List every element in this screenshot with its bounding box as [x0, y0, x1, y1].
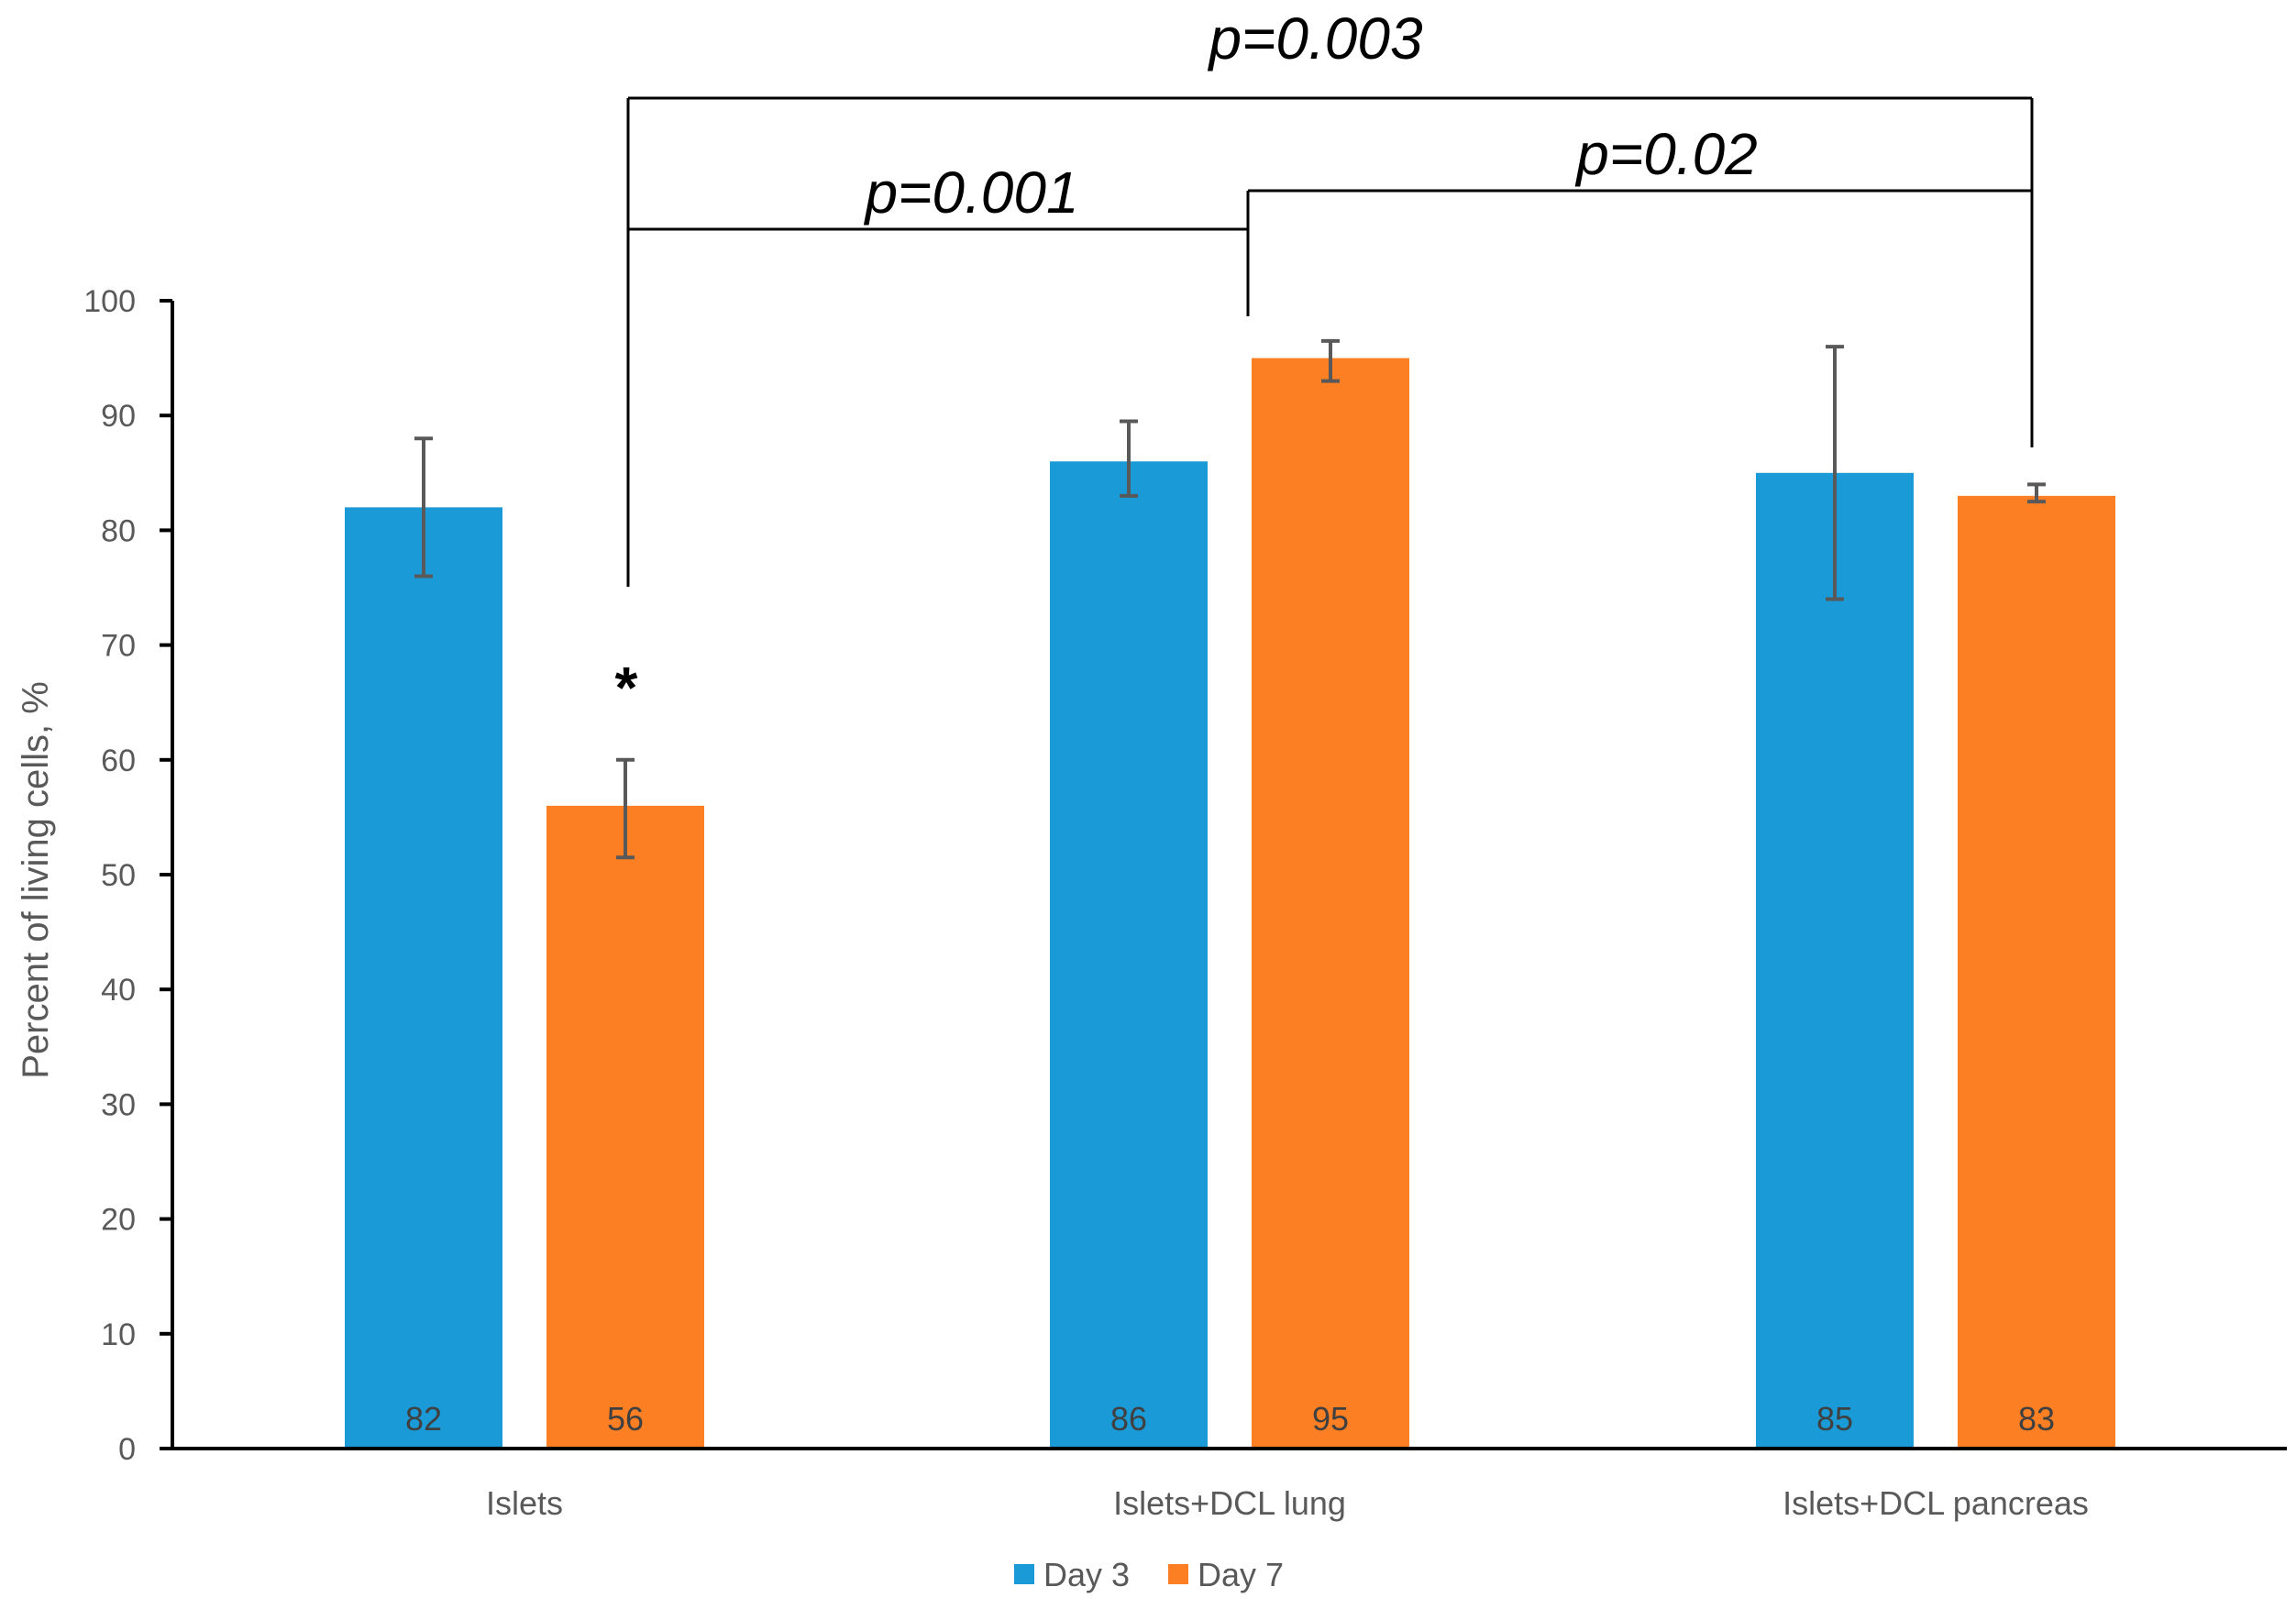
legend-swatch-day7 — [1168, 1564, 1188, 1584]
data-label: 95 — [1312, 1400, 1349, 1438]
y-tick-label: 90 — [101, 399, 136, 434]
error-bars-layer — [414, 338, 2046, 860]
bar-day7-0 — [546, 805, 704, 1449]
p-value-label: p=0.001 — [863, 160, 1078, 226]
y-tick-label: 40 — [101, 973, 136, 1008]
y-tick-label: 100 — [83, 284, 136, 319]
bar-day3-0 — [345, 507, 502, 1449]
bar-day3-2 — [1756, 472, 1914, 1449]
y-tick-label: 70 — [101, 629, 136, 664]
legend: Day 3 Day 7 — [1014, 1556, 1284, 1593]
significance-star: * — [615, 655, 638, 721]
data-label: 83 — [2018, 1400, 2055, 1438]
x-category-label: Islets+DCL pancreas — [1783, 1484, 2089, 1522]
y-axis: 0 10 20 30 40 50 60 70 80 90 100 — [83, 284, 174, 1467]
y-tick-label: 30 — [101, 1087, 136, 1122]
x-category-label: Islets — [486, 1484, 563, 1522]
data-label: 85 — [1816, 1400, 1853, 1438]
p-value-label: p=0.02 — [1574, 121, 1758, 187]
p-value-label: p=0.003 — [1207, 6, 1423, 72]
y-tick-label: 60 — [101, 744, 136, 778]
legend-label: Day 3 — [1043, 1556, 1130, 1593]
y-tick-label: 0 — [118, 1432, 136, 1467]
data-labels-layer: 82 86 85 56 95 83 — [405, 1400, 2055, 1438]
bars-layer — [345, 358, 2115, 1449]
x-axis: Islets Islets+DCL lung Islets+DCL pancreas — [172, 1447, 2287, 1522]
data-label: 82 — [405, 1400, 442, 1438]
legend-swatch-day3 — [1014, 1564, 1034, 1584]
y-tick-label: 50 — [101, 858, 136, 893]
bar-day7-1 — [1252, 358, 1409, 1449]
y-axis-label: Percent of living cells, % — [16, 681, 56, 1079]
annotations-layer: p=0.001 p=0.02 p=0.003 * — [615, 6, 2034, 721]
data-label: 56 — [607, 1400, 644, 1438]
legend-label: Day 7 — [1198, 1556, 1284, 1593]
y-tick-label: 10 — [101, 1317, 136, 1352]
y-tick-label: 80 — [101, 513, 136, 548]
y-tick-label: 20 — [101, 1203, 136, 1238]
x-category-label: Islets+DCL lung — [1113, 1484, 1346, 1522]
bar-day7-2 — [1958, 495, 2115, 1449]
bar-day3-1 — [1050, 461, 1208, 1449]
data-label: 86 — [1110, 1400, 1147, 1438]
